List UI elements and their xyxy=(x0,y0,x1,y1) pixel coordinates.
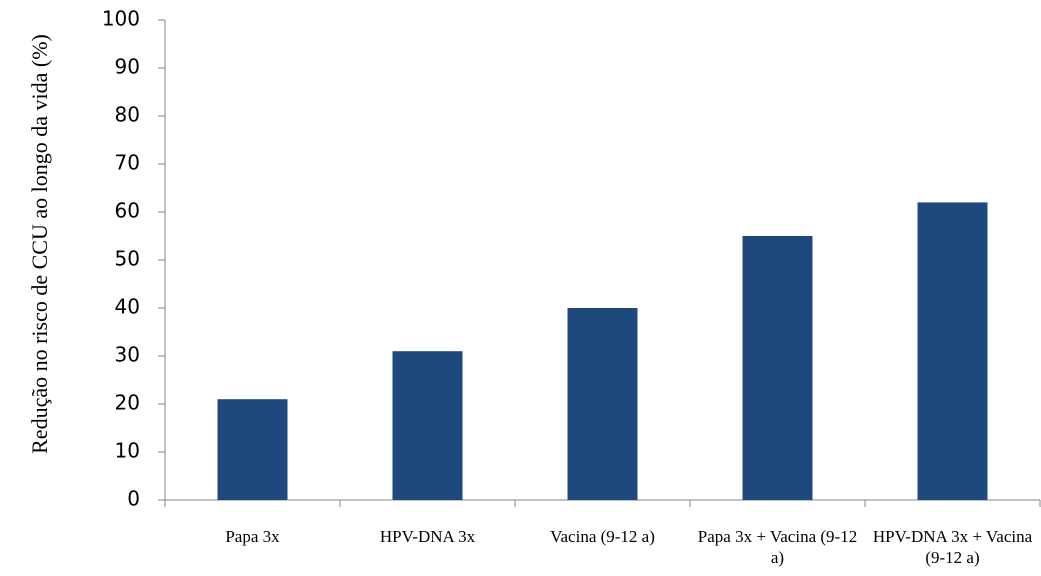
bar xyxy=(217,399,288,500)
y-tick-label: 20 xyxy=(115,391,140,415)
bar xyxy=(742,236,813,500)
bar xyxy=(392,351,463,500)
y-tick-label: 100 xyxy=(102,7,140,31)
y-tick-label: 70 xyxy=(115,151,140,175)
y-axis-label: Redução no risco de CCU ao longo da vida… xyxy=(27,34,52,454)
y-tick-label: 90 xyxy=(115,55,140,79)
y-tick-label: 0 xyxy=(127,487,140,511)
y-tick-label: 10 xyxy=(115,439,140,463)
y-tick-label: 50 xyxy=(115,247,140,271)
bar xyxy=(567,308,638,500)
y-tick-label: 30 xyxy=(115,343,140,367)
x-tick-label: Vacina (9-12 a) xyxy=(550,527,655,546)
x-tick-label: Papa 3x xyxy=(225,527,280,546)
y-tick-label: 40 xyxy=(115,295,140,319)
y-tick-label: 80 xyxy=(115,103,140,127)
y-tick-label: 60 xyxy=(115,199,140,223)
x-tick-label: HPV-DNA 3x + Vacina (9-12 a) xyxy=(872,527,1033,567)
x-tick-label: Papa 3x + Vacina (9-12 a) xyxy=(697,527,858,567)
bar xyxy=(917,202,988,500)
x-tick-label: HPV-DNA 3x xyxy=(379,527,476,546)
